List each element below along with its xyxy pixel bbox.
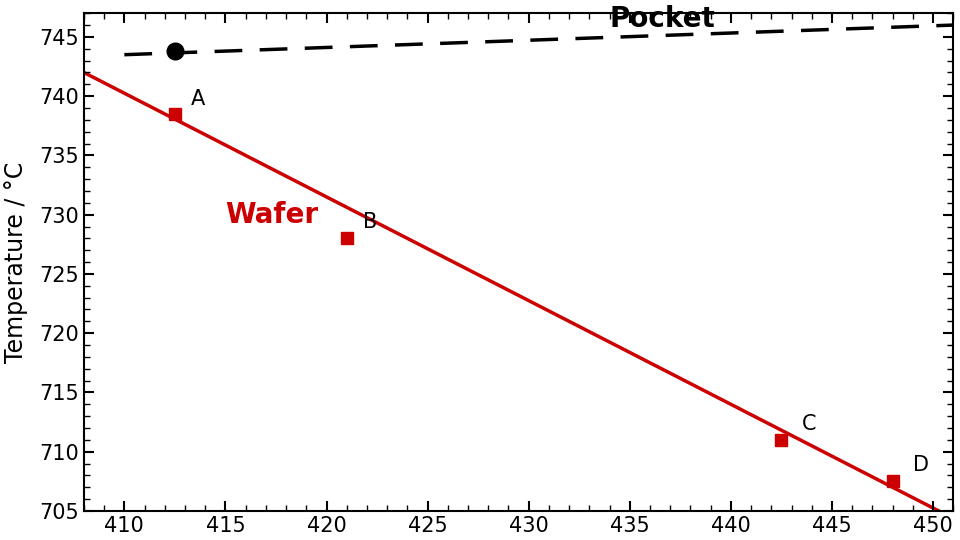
Text: Pocket: Pocket bbox=[610, 5, 715, 33]
Text: D: D bbox=[913, 455, 929, 475]
Text: Wafer: Wafer bbox=[226, 201, 319, 228]
Text: C: C bbox=[802, 414, 816, 434]
Text: A: A bbox=[191, 89, 205, 109]
Y-axis label: Temperature / °C: Temperature / °C bbox=[4, 161, 28, 363]
Text: B: B bbox=[363, 212, 377, 232]
